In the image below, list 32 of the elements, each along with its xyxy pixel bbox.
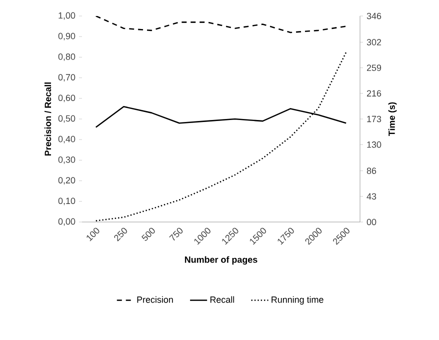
line-series <box>95 16 347 34</box>
x-tick-label: 100 <box>86 228 100 242</box>
y2-tick-label: 130 <box>367 141 382 148</box>
y-tick-label: 0,30 <box>58 156 76 164</box>
line-series <box>95 52 347 222</box>
y-tick-label: 0,00 <box>58 218 76 226</box>
legend-label: Precision <box>137 296 173 303</box>
y2-tick-label: 86 <box>366 168 376 174</box>
y2-axis-title: Time (s) <box>388 102 397 136</box>
y-tick-label: 0,10 <box>58 198 76 206</box>
y-tick-label: 0,50 <box>58 115 76 123</box>
y-tick-label: 0,70 <box>58 74 76 82</box>
y2-tick-label: 302 <box>366 39 382 46</box>
y-tick-label: 0,20 <box>58 177 76 184</box>
y2-tick-label: 216 <box>366 90 382 97</box>
y-tick-label: 1,00 <box>58 12 76 20</box>
y-axis-title: Precision / Recall <box>44 82 52 156</box>
x-axis-title: Number of pages <box>184 256 258 265</box>
y2-tick-label: 173 <box>367 116 382 122</box>
x-tick-label: 500 <box>142 228 155 241</box>
y2-tick-label: 346 <box>366 12 382 20</box>
y-tick-label: 0,90 <box>58 32 76 40</box>
x-tick-label: 250 <box>114 228 128 242</box>
y-tick-label: 0,40 <box>58 136 76 144</box>
x-tick-label: 750 <box>169 228 183 241</box>
y2-tick-label: 00 <box>366 218 376 226</box>
legend-label: Recall <box>210 296 234 303</box>
legend-label: Running time <box>272 296 324 305</box>
y-tick-label: 0,60 <box>58 94 76 102</box>
y2-tick-label: 43 <box>366 193 376 200</box>
y2-tick-label: 259 <box>366 64 382 71</box>
y-tick-label: 0,80 <box>58 53 76 61</box>
